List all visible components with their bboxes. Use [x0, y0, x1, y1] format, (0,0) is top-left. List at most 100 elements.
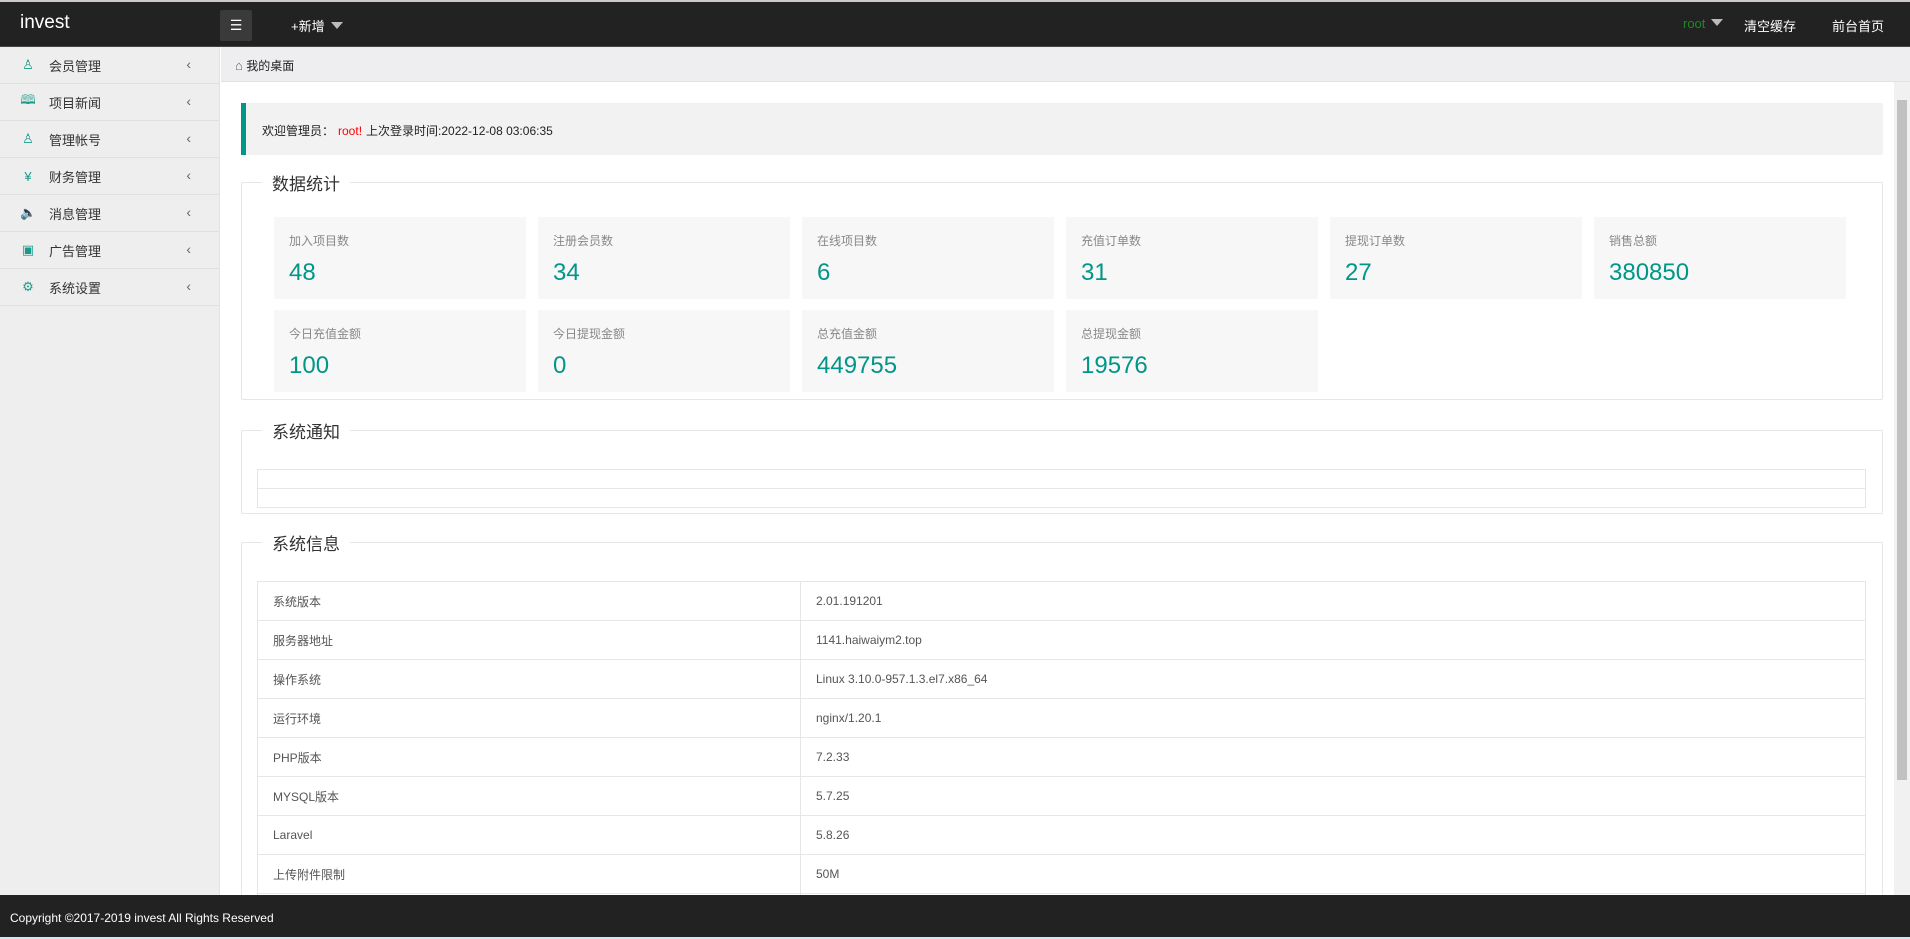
stat-label: 加入项目数 [289, 234, 350, 248]
stat-value: 380850 [1609, 259, 1690, 286]
breadcrumb: ⌂ 我的桌面 [221, 47, 1910, 82]
stat-label: 今日提现金额 [553, 327, 626, 341]
sidebar-item-label: 项目新闻 [49, 95, 102, 111]
chevron-left-icon: ‹ [186, 130, 191, 146]
stat-label: 销售总额 [1609, 234, 1658, 248]
sidebar-item[interactable]: ♙ 管理帐号 ‹ [0, 121, 219, 158]
info-key: 上传附件限制 [257, 854, 801, 894]
book-icon: 🕮 [20, 92, 36, 107]
sidebar: ♙ 会员管理 ‹ 🕮 项目新闻 ‹ ♙ 管理帐号 ‹ ¥ 财务管理 ‹ 🔈 消息管理 ‹ ▣ 广告管理 ‹ ⚙ 系统设… [0, 47, 220, 895]
info-key: 操作系统 [257, 659, 801, 699]
info-value: 5.7.25 [800, 776, 1866, 816]
stat-card: 提现订单数 27 [1330, 217, 1582, 299]
stat-card: 今日充值金额 100 [274, 310, 526, 392]
chevron-left-icon: ‹ [186, 167, 191, 183]
front-home-link[interactable]: 前台首页 [1832, 19, 1885, 34]
stat-card: 总提现金额 19576 [1066, 310, 1318, 392]
table-row: MYSQL版本 5.7.25 [257, 776, 1866, 816]
hamburger-icon: ☰ [229, 17, 243, 33]
sidebar-item-label: 系统设置 [49, 280, 102, 296]
users-icon: ♙ [22, 131, 34, 146]
stat-value: 100 [289, 352, 330, 379]
sidebar-item-label: 管理帐号 [49, 132, 102, 148]
notice-table [257, 469, 1866, 508]
sidebar-item-label: 消息管理 [49, 206, 102, 222]
stat-label: 提现订单数 [1345, 234, 1406, 248]
stat-value: 19576 [1081, 352, 1148, 379]
chevron-left-icon: ‹ [186, 56, 191, 72]
table-row: 运行环境 nginx/1.20.1 [257, 698, 1866, 738]
breadcrumb-desktop[interactable]: 我的桌面 [246, 59, 295, 73]
info-value: Linux 3.10.0-957.1.3.el7.x86_64 [800, 659, 1866, 699]
stat-value: 6 [817, 259, 831, 286]
sidebar-item-label: 会员管理 [49, 58, 102, 74]
copyright-text: Copyright ©2017-2019 invest All Rights R… [10, 911, 274, 925]
stats-section: 数据统计 加入项目数 48 注册会员数 34 在线项目数 6 充值订单数 31 提现订单数 27 销… [241, 170, 1883, 400]
info-value: 50M [800, 854, 1866, 894]
stat-card: 注册会员数 34 [538, 217, 790, 299]
table-row: PHP版本 7.2.33 [257, 737, 1866, 777]
sidebar-item[interactable]: ¥ 财务管理 ‹ [0, 158, 219, 195]
caret-down-icon [1711, 19, 1724, 26]
sidebar-item[interactable]: ▣ 广告管理 ‹ [0, 232, 219, 269]
clear-cache-link[interactable]: 清空缓存 [1744, 19, 1797, 34]
info-table: 系统版本 2.01.191201 服务器地址 1141.haiwaiym2.top 操作… [257, 581, 1866, 895]
footer: Copyright ©2017-2019 invest All Rights R… [0, 895, 1910, 939]
add-new-label: +新增 [291, 19, 325, 34]
image-icon: ▣ [21, 242, 35, 257]
table-row: 上传附件限制 50M [257, 854, 1866, 894]
chevron-left-icon: ‹ [186, 204, 191, 220]
last-login-time: 上次登录时间:2022-12-08 03:06:35 [366, 124, 553, 138]
scrollbar[interactable] [1894, 82, 1910, 895]
top-header: invest ☰ +新增 root 清空缓存 前台首页 [0, 0, 1910, 47]
chevron-left-icon: ‹ [186, 93, 191, 109]
stat-card: 今日提现金额 0 [538, 310, 790, 392]
add-new-dropdown[interactable]: +新增 [291, 16, 343, 35]
welcome-user: root! [338, 124, 363, 138]
info-value: 7.2.33 [800, 737, 1866, 777]
notice-title: 系统通知 [272, 423, 340, 442]
info-value: 300s [800, 893, 1866, 895]
caret-down-icon [330, 22, 343, 29]
info-key: Laravel [257, 815, 801, 855]
info-value: nginx/1.20.1 [800, 698, 1866, 738]
sidebar-item[interactable]: ♙ 会员管理 ‹ [0, 47, 219, 84]
welcome-prefix: 欢迎管理员： [262, 124, 335, 138]
stat-label: 注册会员数 [553, 234, 614, 248]
info-key: MYSQL版本 [257, 776, 801, 816]
table-row: 系统版本 2.01.191201 [257, 581, 1866, 621]
menu-toggle-button[interactable]: ☰ [220, 10, 252, 41]
stat-value: 34 [553, 259, 580, 286]
info-value: 1141.haiwaiym2.top [800, 620, 1866, 660]
main-content: 欢迎管理员： root! 上次登录时间:2022-12-08 03:06:35 数据… [221, 82, 1894, 895]
table-row: Laravel 5.8.26 [257, 815, 1866, 855]
sidebar-item[interactable]: 🔈 消息管理 ‹ [0, 195, 219, 232]
stats-title: 数据统计 [272, 175, 340, 194]
info-section: 系统信息 系统版本 2.01.191201 服务器地址 1141.haiwaiym2.… [241, 530, 1883, 895]
sidebar-item-label: 财务管理 [49, 169, 102, 185]
table-row: 服务器地址 1141.haiwaiym2.top [257, 620, 1866, 660]
home-icon: ⌂ [235, 58, 243, 73]
stat-label: 总提现金额 [1081, 327, 1142, 341]
yen-icon: ¥ [24, 168, 32, 184]
user-dropdown[interactable]: root [1683, 16, 1724, 31]
info-value: 2.01.191201 [800, 581, 1866, 621]
sidebar-item-label: 广告管理 [49, 243, 102, 259]
stat-value: 48 [289, 259, 316, 286]
info-key: 系统版本 [257, 581, 801, 621]
scrollbar-thumb[interactable] [1897, 100, 1907, 780]
stat-label: 充值订单数 [1081, 234, 1142, 248]
table-row: 操作系统 Linux 3.10.0-957.1.3.el7.x86_64 [257, 659, 1866, 699]
info-key: 运行环境 [257, 698, 801, 738]
stat-card: 总充值金额 449755 [802, 310, 1054, 392]
logo: invest [20, 12, 70, 33]
sidebar-item[interactable]: 🕮 项目新闻 ‹ [0, 84, 219, 121]
stat-value: 31 [1081, 259, 1108, 286]
table-row: 执行时间限制300s [257, 893, 1866, 895]
stat-label: 今日充值金额 [289, 327, 362, 341]
info-key: 服务器地址 [257, 620, 801, 660]
info-title: 系统信息 [272, 535, 340, 554]
info-key: PHP版本 [257, 737, 801, 777]
sidebar-item[interactable]: ⚙ 系统设置 ‹ [0, 269, 219, 306]
user-name: root [1683, 16, 1706, 31]
